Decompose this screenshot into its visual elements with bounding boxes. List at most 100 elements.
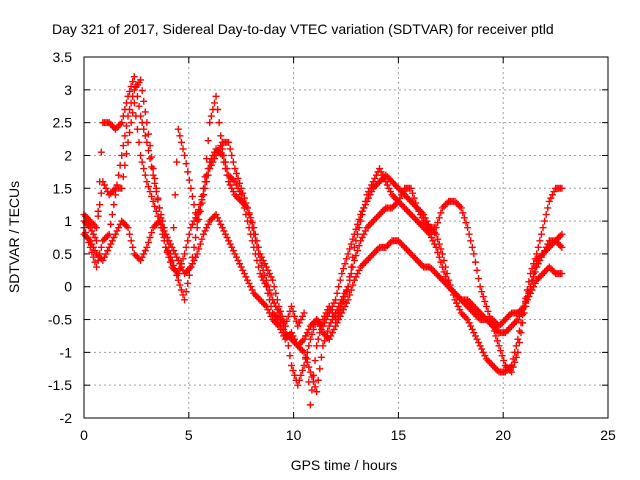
data-point-fill — [188, 192, 196, 200]
data-point-fill — [232, 181, 240, 189]
data-point-fill — [217, 142, 225, 150]
data-point — [275, 322, 283, 330]
data-point-fill — [108, 211, 116, 219]
data-point-fill — [226, 145, 234, 153]
data-point-fill — [152, 188, 160, 196]
data-point — [262, 276, 270, 284]
data-point-fill — [177, 263, 185, 271]
data-point — [174, 270, 182, 278]
data-point-fill — [328, 329, 336, 337]
data-point-fill — [333, 289, 341, 297]
data-point-fill — [311, 383, 319, 391]
data-point-fill — [179, 145, 187, 153]
data-point — [539, 224, 547, 232]
data-point-fill — [188, 220, 196, 228]
data-point — [413, 204, 421, 212]
data-point-fill — [347, 240, 355, 248]
data-point — [187, 184, 195, 192]
data-point-fill — [284, 312, 292, 320]
data-point-fill — [196, 240, 204, 248]
data-point-fill — [277, 325, 284, 333]
data-point — [155, 217, 163, 225]
data-point-fill — [234, 184, 242, 192]
data-point — [344, 283, 352, 291]
data-point-fill — [454, 302, 462, 310]
data-point-fill — [475, 339, 483, 347]
data-point-fill — [217, 132, 225, 140]
data-point-fill — [270, 299, 278, 307]
data-point-fill — [97, 148, 105, 156]
data-point — [558, 230, 566, 238]
data-point — [357, 217, 365, 225]
data-point-fill — [416, 211, 424, 219]
data-point-fill — [478, 288, 486, 296]
data-point — [558, 184, 566, 192]
data-point-fill — [265, 286, 273, 294]
data-point — [105, 230, 113, 238]
data-point-fill — [468, 325, 476, 333]
data-point-fill — [259, 266, 267, 274]
data-point — [231, 178, 239, 186]
data-point-fill — [355, 242, 363, 250]
y-tick-label: -2 — [60, 410, 73, 426]
data-point-fill — [465, 319, 473, 327]
data-point-fill — [146, 155, 154, 163]
data-point-fill — [223, 171, 231, 179]
data-point-fill — [473, 335, 481, 343]
data-point-fill — [531, 279, 539, 287]
data-point-fill — [236, 260, 244, 268]
data-point-fill — [427, 234, 435, 241]
data-point-fill — [328, 309, 336, 317]
data-point — [376, 165, 384, 173]
data-point-fill — [515, 339, 523, 347]
data-point-fill — [182, 288, 190, 296]
data-point-fill — [305, 378, 313, 386]
data-point-fill — [176, 132, 184, 140]
data-point — [256, 270, 264, 278]
data-point-fill — [327, 306, 335, 314]
data-point-fill — [133, 125, 141, 133]
data-point — [288, 361, 296, 369]
data-point-fill — [522, 302, 530, 310]
data-point-fill — [493, 337, 501, 345]
data-point-fill — [204, 220, 212, 228]
x-tick-label: 20 — [495, 427, 511, 443]
data-point-fill — [228, 151, 236, 159]
data-point — [520, 309, 528, 317]
data-point-fill — [217, 220, 225, 228]
data-point-fill — [122, 150, 130, 158]
data-point-fill — [251, 237, 259, 245]
data-point-fill — [221, 230, 229, 238]
data-point — [93, 237, 101, 245]
data-point-fill — [176, 260, 184, 268]
data-point-fill — [226, 181, 234, 189]
data-point — [111, 191, 119, 199]
data-point-fill — [509, 363, 517, 371]
data-point-fill — [165, 237, 173, 245]
data-point-fill — [322, 309, 330, 317]
data-point-fill — [234, 256, 242, 264]
data-point-fill — [289, 307, 297, 315]
data-point-fill — [141, 247, 149, 255]
data-point — [193, 224, 201, 232]
data-point — [325, 302, 333, 310]
data-point-fill — [209, 151, 217, 159]
data-point-fill — [267, 291, 275, 299]
data-point — [300, 335, 308, 343]
data-point — [124, 138, 132, 146]
data-point — [155, 204, 163, 212]
data-point-fill — [157, 220, 165, 228]
data-point — [269, 296, 277, 304]
data-point-fill — [215, 119, 223, 127]
data-point — [187, 263, 195, 271]
data-point-fill — [437, 209, 445, 217]
data-point — [407, 184, 415, 192]
data-point — [476, 342, 484, 350]
data-point-fill — [453, 299, 461, 307]
data-point — [199, 184, 207, 192]
data-point-fill — [343, 255, 351, 263]
data-point-fill — [133, 92, 141, 100]
data-point-fill — [89, 230, 97, 238]
data-point-fill — [317, 322, 325, 330]
data-point-fill — [203, 171, 211, 179]
